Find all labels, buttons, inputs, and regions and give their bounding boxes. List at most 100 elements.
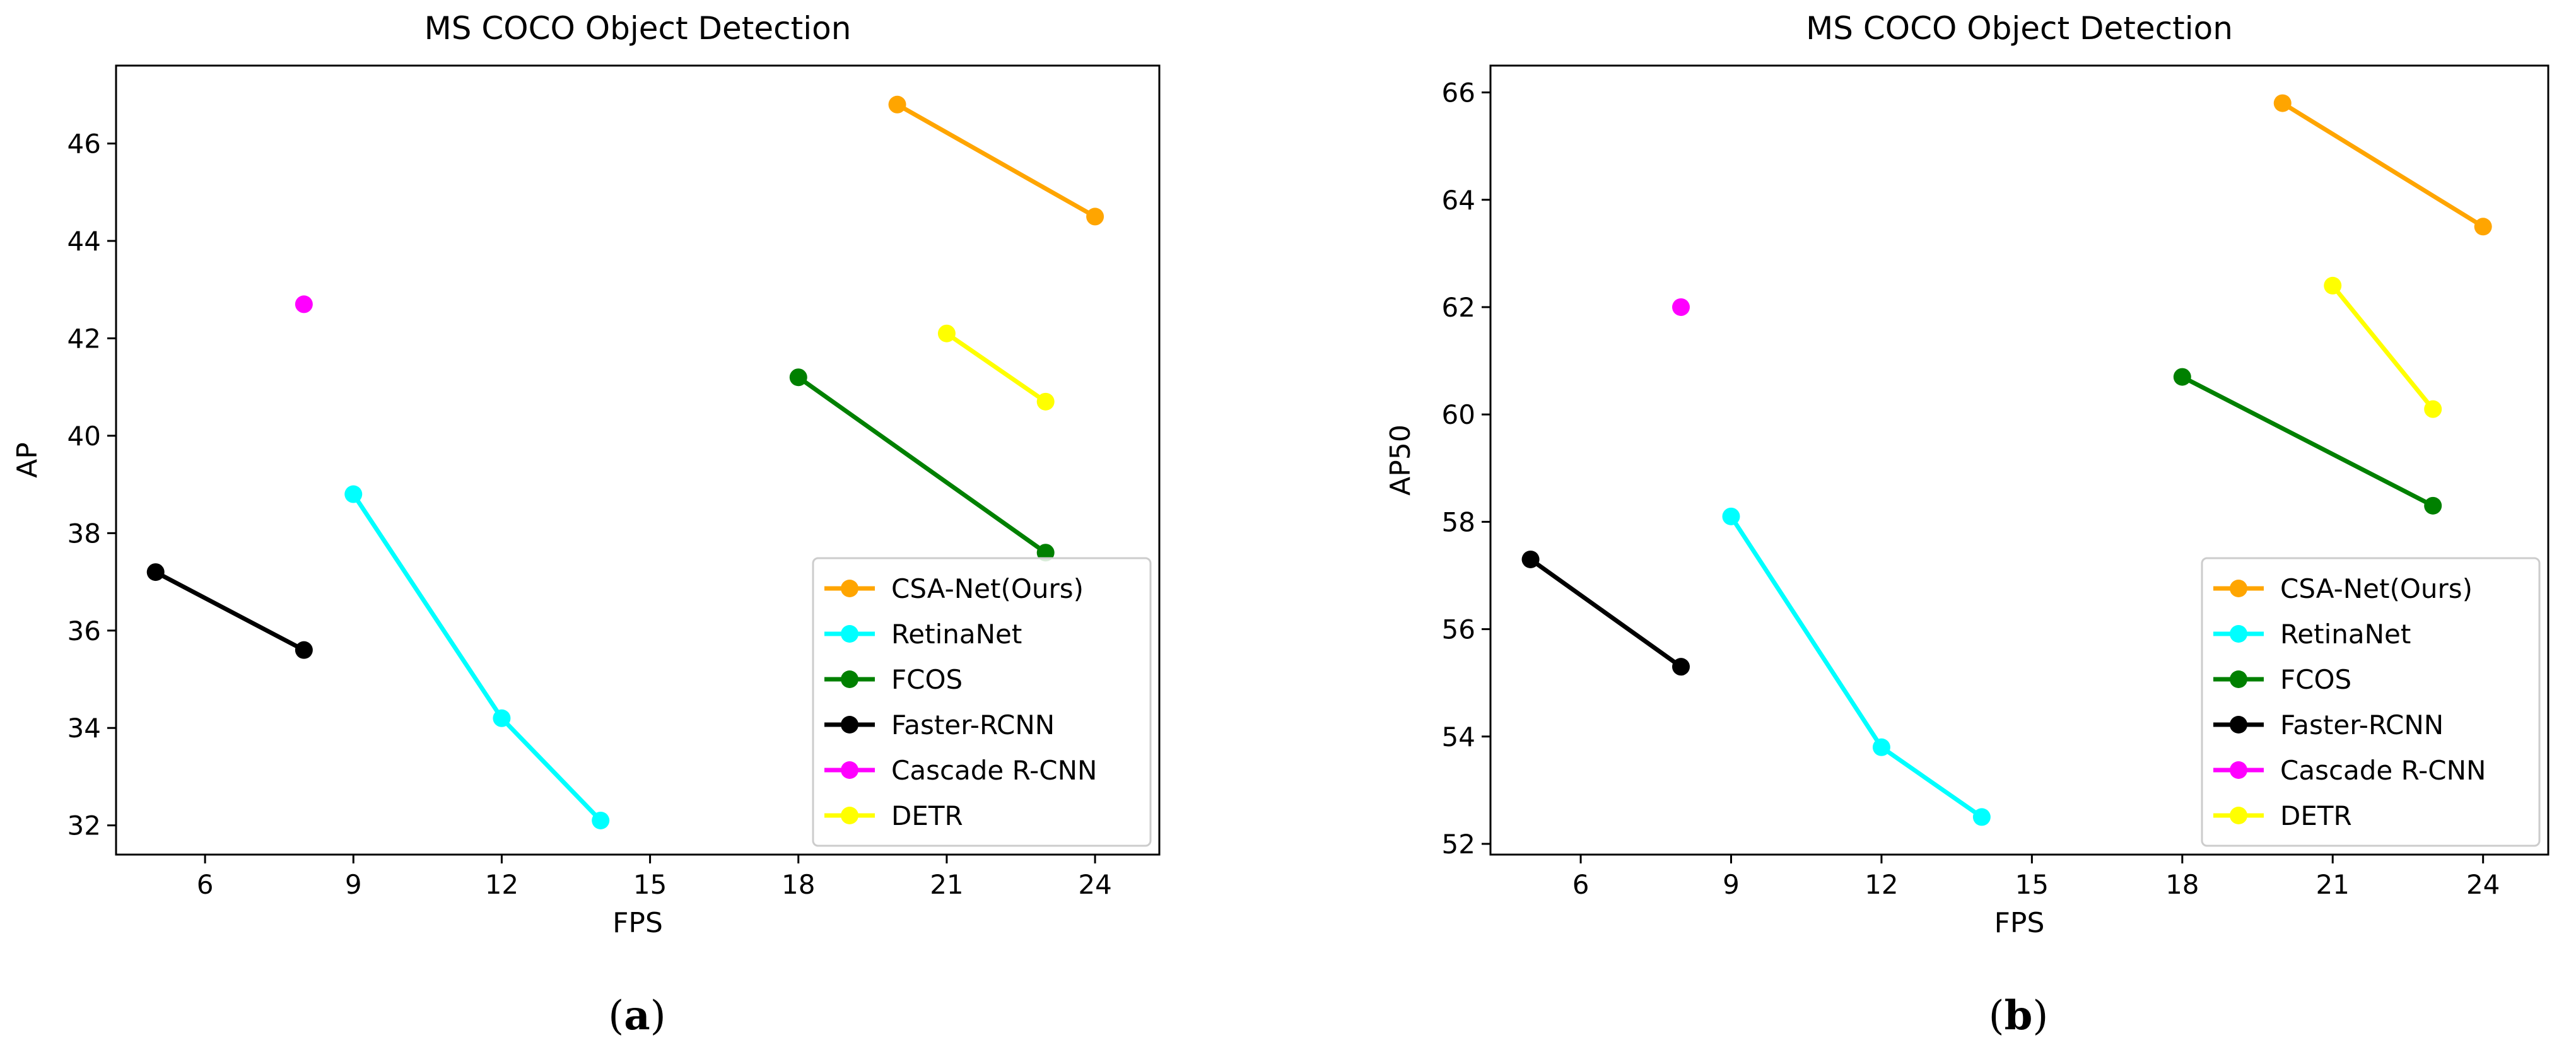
data-point-csa-net-ours	[2273, 94, 2292, 112]
panel-label-open: (	[608, 993, 624, 1039]
legend-label: Cascade R-CNN	[2280, 755, 2486, 786]
series-line-retinanet	[351, 493, 602, 822]
legend: CSA-Net(Ours) RetinaNet FCOS Faster-RCNN Cas…	[2201, 557, 2541, 847]
panel-label: (a)	[608, 992, 665, 1039]
data-point-faster-rcnn	[295, 641, 313, 659]
legend-label: Faster-RCNN	[2280, 710, 2444, 740]
series-line-fcos	[2181, 375, 2434, 508]
series-csa-net-ours	[2273, 94, 2492, 236]
plot-frame	[1489, 64, 2550, 856]
panel-label-open: (	[1989, 993, 2005, 1039]
legend-entry-cascade-r-cnn: Cascade R-CNN	[2213, 755, 2486, 786]
series-csa-net-ours	[888, 95, 1104, 226]
legend-label: RetinaNet	[2280, 619, 2411, 650]
legend-entry-retinanet: RetinaNet	[2213, 619, 2411, 650]
panel-label-letter: a	[624, 992, 650, 1039]
panel-label-close: )	[2032, 993, 2048, 1039]
legend-marker	[841, 580, 858, 597]
x-tick-label: 21	[2316, 869, 2350, 900]
legend-marker	[2230, 807, 2247, 824]
series-line-retinanet	[1729, 515, 1983, 819]
legend-marker	[2230, 670, 2247, 688]
y-tick-label: 32	[67, 810, 101, 841]
x-tick-label: 18	[782, 869, 815, 900]
legend-marker	[2230, 761, 2247, 779]
panel-label-close: )	[650, 993, 666, 1039]
legend-label: RetinaNet	[891, 619, 1022, 650]
legend-box	[2201, 557, 2541, 847]
y-axis-label: AP50	[1385, 424, 1417, 496]
y-tick-label: 58	[1442, 506, 1475, 537]
legend-marker	[841, 761, 858, 779]
x-tick-label: 6	[1572, 869, 1590, 900]
legend: CSA-Net(Ours) RetinaNet FCOS Faster-RCNN Cas…	[812, 557, 1152, 847]
data-point-cascade-r-cnn	[1672, 298, 1690, 316]
x-tick-label: 9	[1723, 869, 1740, 900]
data-point-csa-net-ours	[888, 95, 906, 114]
data-point-fcos	[1036, 544, 1055, 562]
panel-label-letter: b	[2005, 992, 2033, 1039]
legend-marker	[2230, 580, 2247, 597]
x-tick-label: 21	[930, 869, 963, 900]
series-fcos	[789, 368, 1055, 562]
data-point-retinanet	[1872, 738, 1890, 756]
series-line-csa-net-ours	[2281, 101, 2485, 229]
series-retinanet	[344, 485, 610, 829]
legend-marker	[2230, 625, 2247, 643]
y-tick-label: 38	[67, 518, 101, 549]
chart-title: MS COCO Object Detection	[1806, 10, 2233, 47]
series-line-faster-rcnn	[1529, 558, 1683, 669]
y-tick-label: 34	[67, 713, 101, 744]
legend-label: CSA-Net(Ours)	[2280, 573, 2473, 604]
legend-entry-fcos: FCOS	[824, 664, 963, 695]
x-tick-label: 12	[1865, 869, 1898, 900]
data-point-detr	[2324, 276, 2342, 295]
data-point-csa-net-ours	[2474, 218, 2492, 236]
data-point-fcos	[789, 368, 807, 387]
y-tick-label: 40	[67, 421, 101, 452]
series-line-fcos	[797, 375, 1047, 555]
data-point-fcos	[2424, 496, 2442, 515]
chart-panel-a: MS COCO Object Detection 6 9 12 15 18 21 24 32 34…	[11, 10, 1161, 1039]
y-tick-label: 42	[67, 323, 101, 354]
y-tick-label: 46	[67, 129, 101, 160]
y-tick-label: 52	[1442, 829, 1475, 860]
legend-entry-cascade-r-cnn: Cascade R-CNN	[824, 755, 1097, 786]
panel-label: (b)	[1989, 992, 2049, 1039]
legend-entry-fcos: FCOS	[2213, 664, 2351, 695]
legend-entry-faster-rcnn: Faster-RCNN	[2213, 710, 2444, 740]
series-line-csa-net-ours	[896, 102, 1096, 219]
chart-title: MS COCO Object Detection	[424, 10, 852, 47]
data-point-faster-rcnn	[1521, 550, 1540, 568]
x-axis-label: FPS	[1994, 907, 2045, 939]
legend-marker	[2230, 716, 2247, 733]
series-line-detr	[2331, 284, 2435, 411]
y-tick-label: 62	[1442, 292, 1475, 323]
x-tick-label: 15	[2015, 869, 2049, 900]
y-tick-label: 54	[1442, 722, 1475, 752]
legend-entry-detr: DETR	[824, 800, 963, 831]
series-detr	[937, 324, 1055, 411]
legend-box	[812, 557, 1152, 847]
y-tick-label: 36	[67, 616, 101, 646]
chart-panel-b: MS COCO Object Detection 6 9 12 15 18 21 24 52 54…	[1385, 10, 2550, 1039]
legend-label: DETR	[2280, 800, 2352, 831]
y-tick-label: 66	[1442, 78, 1475, 108]
data-point-detr	[1036, 392, 1055, 411]
legend-label: Cascade R-CNN	[891, 755, 1097, 786]
series-cascade-r-cnn	[1672, 298, 1690, 316]
x-tick-label: 12	[485, 869, 518, 900]
series-line-detr	[945, 331, 1047, 404]
x-tick-label: 24	[1078, 869, 1111, 900]
legend-label: FCOS	[2280, 664, 2351, 695]
legend-label: Faster-RCNN	[891, 710, 1055, 740]
y-tick-label: 60	[1442, 399, 1475, 430]
data-point-retinanet	[1722, 507, 1740, 525]
x-axis-label: FPS	[612, 907, 663, 939]
legend-marker	[841, 716, 858, 733]
legend-entry-csa-net-ours: CSA-Net(Ours)	[2213, 573, 2473, 604]
x-tick-label: 6	[197, 869, 214, 900]
data-point-cascade-r-cnn	[295, 295, 313, 313]
x-tick-label: 9	[345, 869, 362, 900]
